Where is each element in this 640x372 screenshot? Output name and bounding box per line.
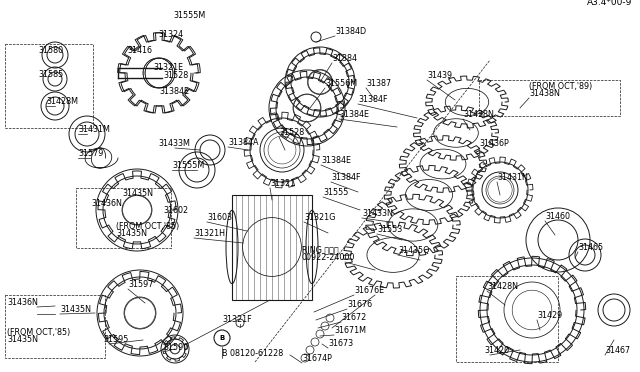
Text: 31384E: 31384E — [321, 156, 351, 165]
Text: 31556M: 31556M — [325, 79, 357, 88]
Text: B 08120-61228: B 08120-61228 — [222, 349, 284, 358]
Text: 31433N: 31433N — [362, 209, 393, 218]
Text: 31465: 31465 — [578, 243, 603, 252]
Text: 31528: 31528 — [279, 128, 304, 137]
Text: 31428M: 31428M — [46, 97, 78, 106]
Text: A3.4*00-9: A3.4*00-9 — [587, 0, 632, 7]
Text: 31433M: 31433M — [158, 139, 190, 148]
Text: 31387: 31387 — [366, 79, 391, 88]
Text: B: B — [220, 335, 225, 341]
Text: 31431M: 31431M — [78, 125, 110, 134]
Text: RING リング: RING リング — [302, 245, 339, 254]
Text: 31435Q: 31435Q — [398, 246, 429, 255]
Text: 31673: 31673 — [328, 339, 353, 348]
Text: 31384F: 31384F — [331, 173, 360, 182]
Text: 31580: 31580 — [38, 46, 63, 55]
Text: 00922-24000: 00922-24000 — [302, 253, 355, 262]
Text: 31384: 31384 — [332, 54, 357, 63]
Text: 31429: 31429 — [537, 311, 563, 320]
Text: 31435N: 31435N — [122, 189, 153, 198]
Text: 31431N: 31431N — [497, 173, 528, 182]
Bar — [232, 195, 312, 299]
Text: 31384F: 31384F — [358, 95, 387, 104]
Text: 31671M: 31671M — [334, 326, 366, 335]
Text: 31436N: 31436N — [7, 298, 38, 307]
Text: 31436P: 31436P — [479, 139, 509, 148]
Text: (FROM OCT,'85): (FROM OCT,'85) — [7, 328, 70, 337]
Text: 31595: 31595 — [103, 335, 129, 344]
Text: 31590: 31590 — [163, 343, 188, 352]
Text: 31321G: 31321G — [304, 213, 335, 222]
Text: 31555: 31555 — [323, 188, 348, 197]
Text: 31676: 31676 — [347, 300, 372, 309]
Text: 31420: 31420 — [484, 346, 509, 355]
Text: 31435N: 31435N — [7, 335, 38, 344]
Text: 31436N: 31436N — [91, 199, 122, 208]
Text: 31435N: 31435N — [60, 305, 91, 314]
Text: 31672: 31672 — [341, 313, 366, 322]
Text: 31438N: 31438N — [529, 89, 560, 98]
Text: (FROM OCT,'85): (FROM OCT,'85) — [116, 222, 179, 231]
Text: 31438N: 31438N — [463, 110, 494, 119]
Text: 31324: 31324 — [158, 30, 183, 39]
Text: 31384D: 31384D — [335, 27, 366, 36]
Text: 31602: 31602 — [163, 206, 188, 215]
Text: 31321E: 31321E — [153, 63, 183, 72]
Text: 31439: 31439 — [427, 71, 452, 80]
Text: 31321F: 31321F — [222, 315, 252, 324]
Text: (FROM OCT,'89): (FROM OCT,'89) — [529, 82, 592, 91]
Text: 31585: 31585 — [38, 70, 63, 79]
Text: 31676E: 31676E — [354, 286, 384, 295]
Text: 31674P: 31674P — [302, 354, 332, 363]
Text: 31553: 31553 — [377, 225, 403, 234]
Text: 31435N: 31435N — [116, 229, 147, 238]
Text: 31321: 31321 — [270, 179, 295, 188]
Text: 31467: 31467 — [605, 346, 630, 355]
Text: 31384A: 31384A — [228, 138, 259, 147]
Text: 31603: 31603 — [207, 213, 232, 222]
Text: 31321H: 31321H — [194, 229, 225, 238]
Text: 31555M: 31555M — [173, 11, 205, 20]
Text: 31555M: 31555M — [172, 161, 204, 170]
Text: 31384E: 31384E — [339, 110, 369, 119]
Text: 31597: 31597 — [128, 280, 154, 289]
Text: 31460: 31460 — [545, 212, 570, 221]
Text: 31528: 31528 — [163, 71, 188, 80]
Text: 31416: 31416 — [127, 46, 152, 55]
Text: 31384E: 31384E — [159, 87, 189, 96]
Text: 31428N: 31428N — [487, 282, 518, 291]
Text: 31579: 31579 — [78, 149, 104, 158]
